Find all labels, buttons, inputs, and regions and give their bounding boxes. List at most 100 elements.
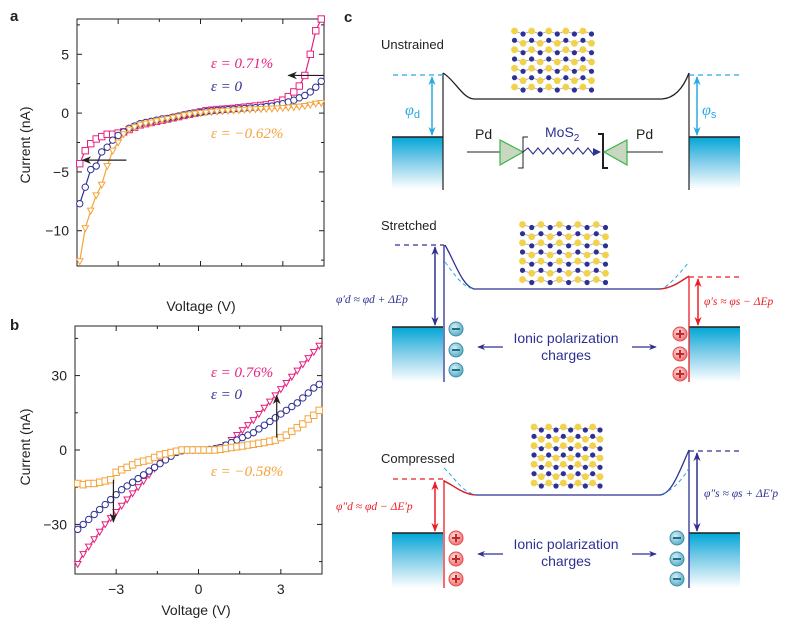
molybdenum-atom [538,427,544,433]
sulfur-atom [545,64,553,72]
unstrained-reference-right [661,467,690,495]
data-point-orange [288,427,296,436]
data-point-orange [125,126,134,134]
sulfur-atom [528,251,536,259]
sulfur-atom [581,454,589,462]
unstrained-reference-left [443,467,477,496]
sulfur-atom [555,239,563,247]
sulfur-atom [545,83,553,91]
data-point-orange [284,104,293,112]
sulfur-atom [537,473,545,481]
conduction-band [442,72,690,100]
ionic-label-line2: charges [541,347,591,363]
left-metal-contact [392,533,443,588]
molybdenum-atom [538,446,544,452]
molybdenum-atom [537,50,543,56]
molybdenum-atom [546,75,552,81]
sulfur-atom [567,473,575,481]
data-point-orange [293,423,302,432]
data-point-navy [299,394,307,402]
sulfur-atom [583,233,591,241]
data-point-navy [92,162,100,170]
data-point-navy [282,406,291,415]
molybdenum-atom [529,261,535,267]
molybdenum-atom [556,249,562,255]
data-point-pink [293,367,302,375]
data-point-orange [245,106,254,114]
phi-d-prime-equation: φ′d ≈ φd + ΔEp [336,294,408,306]
data-point-orange [229,107,238,115]
molybdenum-atom [575,433,581,439]
data-point-pink [306,50,314,58]
sulfur-atom [589,442,597,450]
sulfur-atom [570,77,578,85]
mos2-resistor [522,147,597,155]
data-point-pink [117,502,126,511]
molybdenum-atom [568,483,574,489]
data-point-orange [300,102,309,111]
data-point-orange [234,107,243,115]
molybdenum-atom [566,224,572,231]
sulfur-atom [519,276,526,283]
sulfur-atom [519,221,526,228]
data-point-orange [179,112,189,120]
sulfur-atom [545,442,553,450]
molybdenum-atom [588,68,595,74]
x-tick-label: 0 [195,581,203,597]
y-tick-label: −10 [45,223,69,239]
data-point-orange [169,114,178,123]
sulfur-atom [546,269,554,277]
sulfur-atom [589,460,597,468]
data-point-navy [277,410,285,418]
data-point-orange [152,118,161,126]
sulfur-atom [570,58,578,66]
data-point-pink [298,361,307,369]
sulfur-atom [519,39,527,47]
legend-b-orange: ε = −0.58% [211,464,283,480]
sulfur-atom [588,77,595,85]
sulfur-atom [596,435,604,443]
diode-left-icon [499,139,525,167]
data-point-navy [249,428,258,437]
molybdenum-atom [520,50,526,56]
molybdenum-atom [538,483,544,489]
data-point-navy [255,425,263,433]
sulfur-atom [530,460,538,468]
molybdenum-atom [553,464,559,470]
data-point-orange [119,131,128,139]
unstrained-reference-left [444,261,475,290]
data-point-pink [73,561,82,569]
molybdenum-atom [519,231,526,237]
molybdenum-atom [584,243,590,249]
data-point-pink [84,543,93,551]
series-line-orange [79,102,322,262]
data-point-pink [112,508,121,517]
band-red-segment [443,480,477,496]
sulfur-atom [559,423,567,431]
molybdenum-atom [529,279,535,286]
sulfur-atom [592,221,600,228]
sulfur-atom [528,27,536,35]
molybdenum-atom [590,471,596,477]
sulfur-atom [545,460,553,468]
sulfur-atom [545,27,553,35]
sulfur-atom [530,423,538,431]
phi-s-double-prime-equation: φ″s ≈ φs + ΔE′p [704,488,778,500]
sulfur-atom [528,83,536,91]
molybdenum-atom [520,68,526,74]
molybdenum-atom [584,224,590,231]
data-point-pink [254,410,263,419]
mos2-lattice-compressed [530,423,604,489]
sulfur-atom [579,83,587,91]
sulfur-atom [511,64,518,72]
data-point-orange [174,113,183,121]
data-point-orange [141,120,150,128]
sulfur-atom [537,257,545,265]
molybdenum-atom [554,31,560,37]
data-point-pink [101,521,110,529]
sulfur-atom [559,460,567,468]
molybdenum-atom [538,464,544,470]
molybdenum-atom [537,68,543,74]
data-point-orange [311,100,320,108]
